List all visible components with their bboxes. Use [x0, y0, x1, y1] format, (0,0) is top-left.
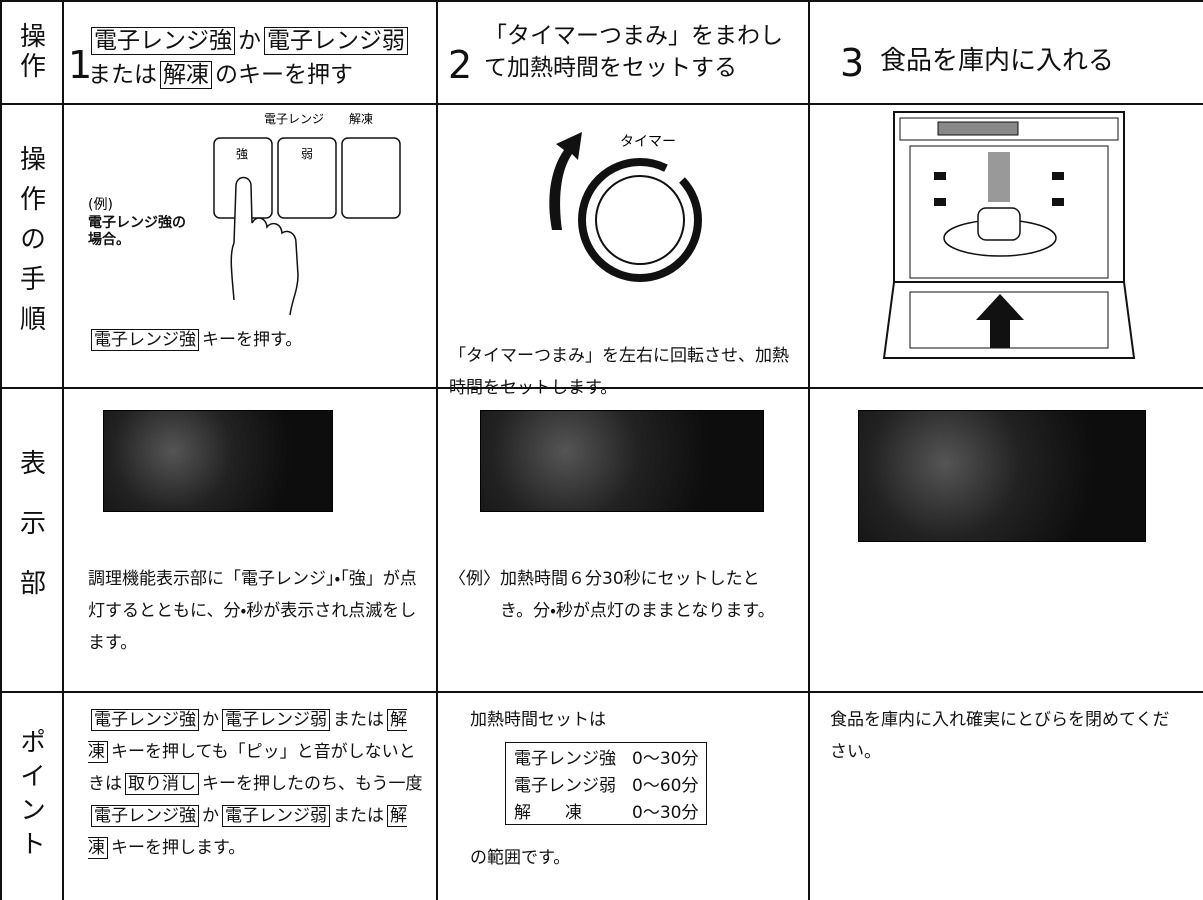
range-table: 電子レンジ強 0～30分 電子レンジ弱 0～60分解 凍 0～30分 — [505, 742, 708, 825]
caption: 調理機能表示部に「電子レンジ」・「強」が点灯するとともに、分・秒が表示され点滅を… — [88, 563, 423, 659]
text: キーを押しても「ピッ」と音がしないときは — [88, 742, 416, 794]
divider — [808, 0, 810, 900]
note: の範囲です。 — [470, 848, 571, 868]
divider — [0, 103, 1203, 105]
key-name: 電子レンジ強 — [91, 329, 199, 351]
key-name: 電子レンジ強 — [91, 709, 199, 731]
range-value: 0～60分 — [632, 776, 699, 796]
key-label: 弱 — [301, 147, 313, 161]
key-name: 電子レンジ弱 — [222, 709, 330, 731]
hand — [230, 176, 299, 316]
text: か — [202, 710, 219, 730]
text: 「タイマーつまみ」を左右に回転させ、加熱時間をセットします。 — [449, 346, 789, 398]
example-label: 〈例〉 — [449, 569, 500, 589]
range-value: 0～30分 — [632, 803, 699, 823]
divider — [62, 0, 64, 900]
step-number: 2 — [448, 43, 473, 87]
key-name: 解凍 — [160, 61, 212, 89]
text: か — [202, 806, 219, 826]
text: 調理機能表示部に「電子レンジ」・「強」が点灯するとともに、分・秒が表示され点滅を… — [88, 569, 417, 653]
row-label: 表示部 — [15, 449, 46, 629]
display-screen — [858, 410, 1146, 542]
row-label: 操作の手順 — [15, 145, 46, 345]
example-label: (例) — [88, 197, 113, 213]
dial-ring — [578, 158, 702, 282]
text: 「タイマーつまみ」をまわして加熱時間をセットする — [484, 23, 783, 81]
note: 加熱時間セットは — [470, 710, 606, 730]
key-name: 電子レンジ強 — [91, 27, 235, 55]
range-row: 電子レンジ強 0～30分 — [506, 743, 707, 771]
key-name: 電子レンジ弱 — [222, 805, 330, 827]
microwave-illustration — [882, 111, 1136, 359]
panel-label: 解凍 — [349, 112, 373, 126]
dial — [595, 175, 685, 265]
text: または — [88, 62, 157, 88]
mode-name: 電子レンジ弱 — [514, 776, 616, 796]
note: 食品を庫内に入れ確実にとびらを閉めてください。 — [830, 704, 1170, 768]
caption: 加熱時間６分30秒にセットしたとき。分・秒が点灯のままとなります。 — [500, 563, 790, 627]
key-label: 強 — [236, 147, 248, 161]
border — [0, 0, 2, 900]
text: または — [333, 710, 384, 730]
divider — [0, 691, 1203, 693]
text: キーを押します。 — [111, 838, 246, 858]
key-name: 解凍 — [88, 805, 407, 859]
range-row: 解 凍 0～30分 — [506, 797, 707, 825]
border — [0, 0, 1203, 2]
step-number: 3 — [840, 41, 865, 85]
key-illustration: 電子レンジ 解凍 強 弱 (例) 電子レンジ強の場合。 — [88, 112, 401, 316]
example-note: 電子レンジ強の場合。 — [88, 215, 186, 248]
key — [341, 137, 401, 219]
rotate-arrow — [549, 132, 582, 230]
text: 食品を庫内に入れる — [880, 46, 1115, 76]
mode-name: 解 凍 — [514, 803, 582, 823]
text: または — [333, 806, 384, 826]
caption: 電子レンジ強 キーを押す。 — [88, 324, 428, 356]
text: 食品を庫内に入れ確実にとびらを閉めてください。 — [830, 710, 1170, 762]
key — [277, 137, 337, 219]
text: 加熱時間６分30秒にセットしたとき。分・秒が点灯のままとなります。 — [500, 569, 775, 621]
step-number: 1 — [68, 43, 93, 87]
divider — [436, 0, 438, 900]
key-name: 解凍 — [88, 709, 407, 763]
divider — [0, 387, 1203, 389]
note: 電子レンジ強か電子レンジ弱 または 解凍 キーを押しても「ピッ」と音がしないときは 取り… — [88, 704, 428, 864]
step-title: 電子レンジ強か電子レンジ弱または 解凍 のキーを押す — [88, 24, 433, 92]
panel-label: 電子レンジ — [264, 112, 324, 126]
step-title: 食品を庫内に入れる — [880, 44, 1180, 78]
display-screen — [480, 410, 764, 512]
mode-name: 電子レンジ強 — [514, 749, 616, 769]
text: のキーを押す — [215, 62, 353, 88]
range-row: 電子レンジ弱 0～60分 — [506, 770, 707, 797]
row-label: 操作 — [15, 21, 46, 82]
key-name: 電子レンジ強 — [91, 805, 199, 827]
dial-label: タイマー — [620, 134, 676, 150]
display-screen — [103, 410, 333, 512]
range-value: 0～30分 — [632, 749, 699, 769]
caption: 「タイマーつまみ」を左右に回転させ、加熱時間をセットします。 — [449, 340, 794, 404]
timer-illustration: タイマー — [549, 132, 702, 282]
step-title: 「タイマーつまみ」をまわして加熱時間をセットする — [484, 20, 796, 84]
key-name: 電子レンジ弱 — [264, 27, 408, 55]
text: キーを押す。 — [202, 330, 303, 350]
key-name: 取り消し — [125, 773, 199, 795]
text: か — [238, 28, 261, 54]
text: キーを押したのち、もう一度 — [202, 774, 423, 794]
row-label: ポイント — [15, 727, 46, 864]
